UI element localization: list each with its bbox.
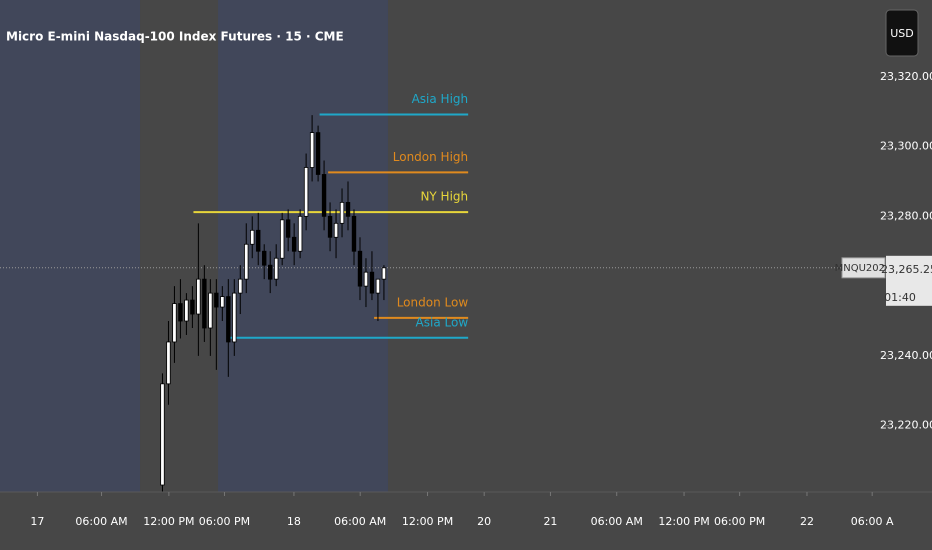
y-tick-label: 23,300.00: [880, 140, 932, 153]
x-tick-label: 06:00 PM: [714, 515, 765, 528]
candle-body: [220, 296, 225, 308]
candle-body: [333, 222, 339, 238]
candle-body: [363, 271, 369, 287]
candle-body: [303, 167, 309, 217]
x-tick-label: 12:00 PM: [402, 515, 453, 528]
currency-button[interactable]: [885, 9, 919, 57]
candle-body: [357, 250, 363, 287]
x-tick-label: 12:00 PM: [143, 515, 194, 528]
y-tick-label: 23,220.00: [880, 419, 932, 432]
candle-body: [321, 174, 327, 217]
session-shade: [218, 0, 388, 492]
candle-body: [232, 292, 237, 343]
level-label: London Low: [397, 295, 469, 309]
level-label: Asia Low: [416, 315, 469, 329]
countdown-label: 01:40: [884, 291, 916, 304]
x-tick-label: 22: [800, 515, 814, 528]
level-label: London High: [393, 150, 468, 164]
candle-body: [351, 215, 357, 252]
candle-body: [178, 303, 183, 322]
candle-body: [375, 278, 381, 294]
price-label: 23,265.25: [881, 263, 932, 276]
candle-body: [172, 303, 177, 343]
y-tick-label: 23,240.00: [880, 349, 932, 362]
candle-body: [244, 243, 249, 280]
candle-body: [273, 257, 279, 280]
candle-body: [279, 219, 285, 259]
candle-body: [250, 229, 255, 245]
chart-title: Micro E-mini Nasdaq-100 Index Futures · …: [6, 30, 344, 44]
x-tick-label: 12:00 PM: [658, 515, 709, 528]
candle-body: [309, 132, 315, 168]
candle-body: [262, 250, 267, 266]
candle-body: [297, 215, 303, 252]
candle-body: [327, 215, 333, 238]
x-tick-label: 17: [30, 515, 44, 528]
x-tick-label: 06:00 AM: [334, 515, 386, 528]
candle-body: [190, 299, 195, 315]
candle-body: [226, 296, 231, 343]
candle-body: [256, 229, 261, 252]
symbol-label: MNQU2025: [835, 263, 892, 274]
x-tick-label: 06:00 AM: [591, 515, 643, 528]
candle-body: [291, 236, 297, 252]
candle-body: [268, 264, 273, 280]
candle-body: [315, 132, 321, 175]
x-tick-label: 20: [477, 515, 491, 528]
currency-label[interactable]: USD: [890, 27, 914, 40]
level-label: NY High: [420, 190, 468, 204]
candle-body: [184, 299, 189, 322]
x-tick-label: 18: [287, 515, 301, 528]
candle-body: [208, 292, 213, 329]
candle-body: [202, 278, 207, 329]
candle-body: [339, 201, 345, 224]
candle-body: [238, 278, 243, 294]
candle-body: [214, 292, 219, 308]
candle-body: [369, 271, 375, 294]
symbol-box: [841, 257, 886, 279]
candle-body: [345, 201, 351, 217]
x-tick-label: 06:00 PM: [199, 515, 250, 528]
x-tick-label: 21: [543, 515, 557, 528]
y-tick-label: 23,280.00: [880, 209, 932, 222]
session-shade: [0, 0, 141, 492]
level-label: Asia High: [412, 92, 469, 106]
x-tick-label: 06:00 AM: [75, 515, 127, 528]
candle-body: [160, 383, 165, 486]
candle-body: [285, 219, 291, 238]
candle-body: [166, 341, 171, 385]
candle-body: [381, 267, 387, 280]
price-box: [886, 255, 932, 306]
candle-body: [196, 278, 201, 315]
y-tick-label: 23,320.00: [880, 70, 932, 83]
x-tick-label: 06:00 A: [851, 515, 894, 528]
